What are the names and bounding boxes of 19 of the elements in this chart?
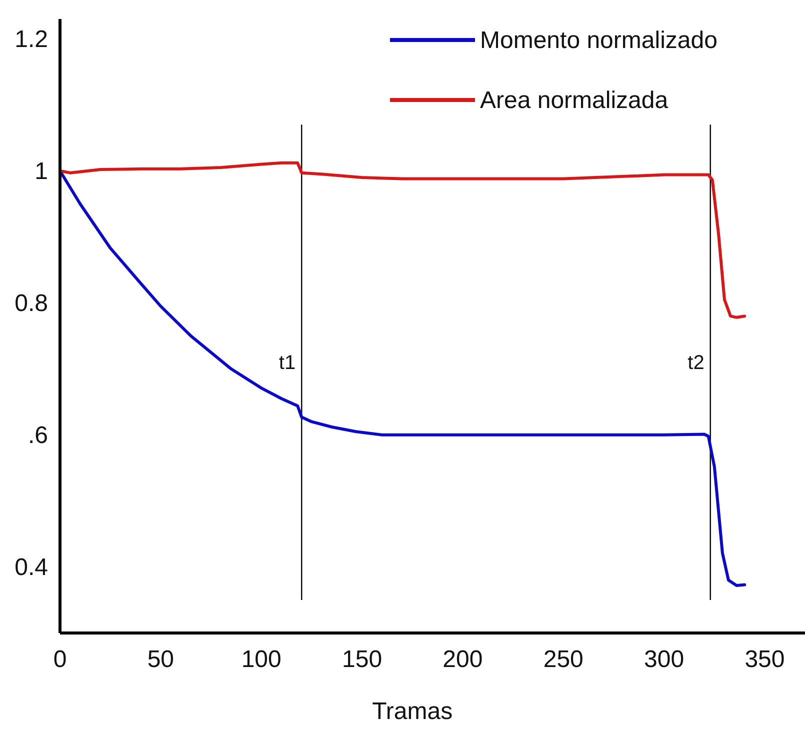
x-tick-label: 0 — [53, 646, 67, 673]
x-axis-title: Tramas — [372, 698, 453, 725]
y-tick-label: 1.2 — [14, 26, 48, 53]
y-tick-label: .6 — [28, 422, 48, 449]
ref-line-label: t1 — [278, 352, 296, 374]
y-tick-label: 1 — [34, 158, 48, 185]
line-series — [58, 161, 746, 319]
legend-label: Momento normalizado — [480, 27, 718, 54]
x-tick-label: 50 — [147, 646, 174, 673]
y-tick-label: 0.8 — [14, 290, 48, 317]
x-tick-label: 300 — [644, 646, 684, 673]
x-tick-label: 350 — [744, 646, 785, 673]
x-tick-label: 250 — [543, 646, 584, 673]
ref-line-label: t2 — [688, 352, 704, 374]
y-tick-label: 0.4 — [14, 554, 48, 581]
x-tick-label: 200 — [442, 646, 483, 673]
x-tick-label: 150 — [342, 646, 382, 673]
x-tick-label: 100 — [241, 646, 282, 673]
legend-label: Area normalizada — [480, 87, 669, 114]
